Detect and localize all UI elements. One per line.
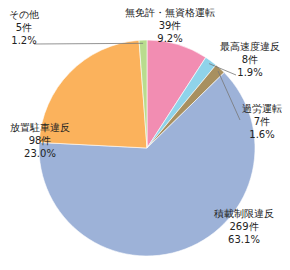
slices bbox=[39, 40, 255, 256]
count-label: 269件 bbox=[229, 221, 258, 232]
count-label: 98件 bbox=[29, 135, 52, 146]
leader-line bbox=[209, 64, 236, 75]
pie-chart: 無免許・無資格運転 39件 9.2% 最高速度違反 8件 1.9% 過労運転 7件 1.6% 積載… bbox=[0, 0, 290, 270]
share-label: 63.1% bbox=[228, 234, 260, 245]
count-label: 39件 bbox=[159, 20, 182, 31]
category-label: 積載制限違反 bbox=[214, 208, 274, 219]
leader-line bbox=[34, 43, 143, 45]
data-labels: 無免許・無資格運転 39件 9.2% 最高速度違反 8件 1.9% 過労運転 7件 1.6% 積載… bbox=[9, 7, 282, 245]
count-label: 5件 bbox=[16, 22, 32, 33]
pie-slice bbox=[139, 40, 147, 148]
share-label: 1.2% bbox=[11, 35, 36, 46]
share-label: 23.0% bbox=[24, 148, 56, 159]
chart-container: 無免許・無資格運転 39件 9.2% 最高速度違反 8件 1.9% 過労運転 7件 1.6% 積載… bbox=[0, 0, 290, 270]
share-label: 1.6% bbox=[249, 129, 274, 140]
share-label: 9.2% bbox=[157, 33, 182, 44]
category-label: 最高速度違反 bbox=[220, 41, 280, 52]
leader-line bbox=[218, 71, 240, 120]
category-label: 過労運転 bbox=[242, 103, 282, 114]
share-label: 1.9% bbox=[237, 67, 262, 78]
category-label: 放置駐車違反 bbox=[10, 122, 70, 133]
count-label: 8件 bbox=[242, 54, 258, 65]
category-label: その他 bbox=[9, 9, 39, 20]
category-label: 無免許・無資格運転 bbox=[125, 7, 215, 18]
count-label: 7件 bbox=[254, 116, 270, 127]
